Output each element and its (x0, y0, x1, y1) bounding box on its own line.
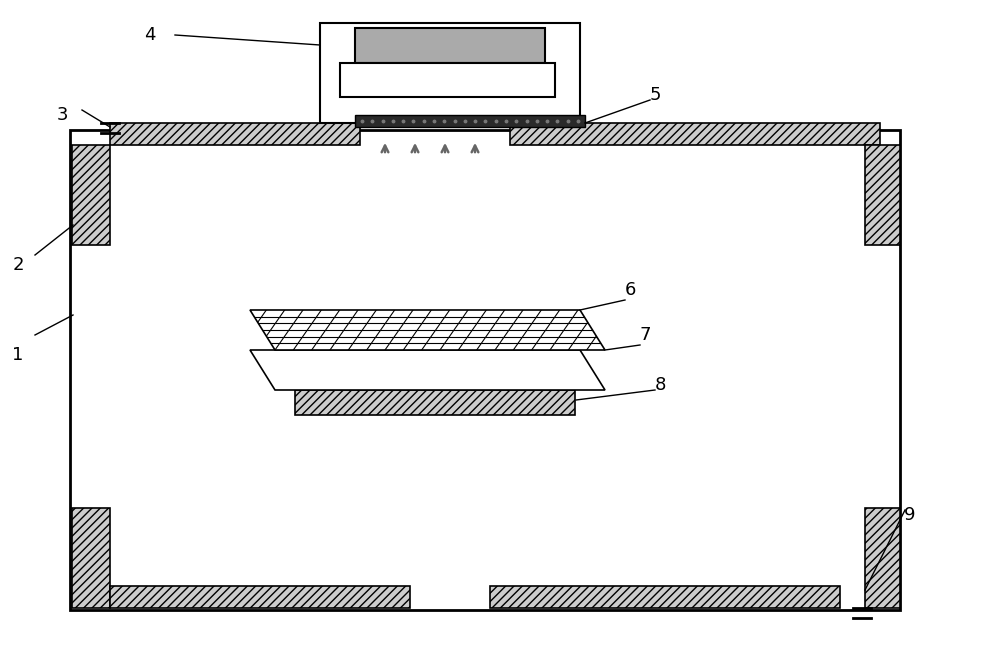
Text: 5: 5 (649, 86, 661, 104)
Bar (865, 145, 900, 245)
Bar (70, 130, 900, 610)
Bar (295, 390, 575, 415)
Bar (320, 23, 580, 123)
Text: 4: 4 (144, 26, 156, 44)
Polygon shape (250, 310, 605, 350)
Bar (865, 508, 900, 608)
Text: 3: 3 (56, 106, 68, 124)
Polygon shape (250, 350, 605, 390)
Bar (340, 63, 555, 97)
Text: 6: 6 (624, 281, 636, 299)
Bar (110, 586, 410, 608)
Bar (72, 508, 110, 608)
Text: 8: 8 (654, 376, 666, 394)
Bar (110, 123, 360, 145)
Text: 2: 2 (12, 256, 24, 274)
Text: 7: 7 (639, 326, 651, 344)
Text: 1: 1 (12, 346, 24, 364)
Bar (490, 586, 840, 608)
Bar (355, 115, 585, 127)
Bar (72, 145, 110, 245)
Bar (510, 123, 880, 145)
Bar (355, 28, 545, 63)
Text: 9: 9 (904, 506, 916, 524)
